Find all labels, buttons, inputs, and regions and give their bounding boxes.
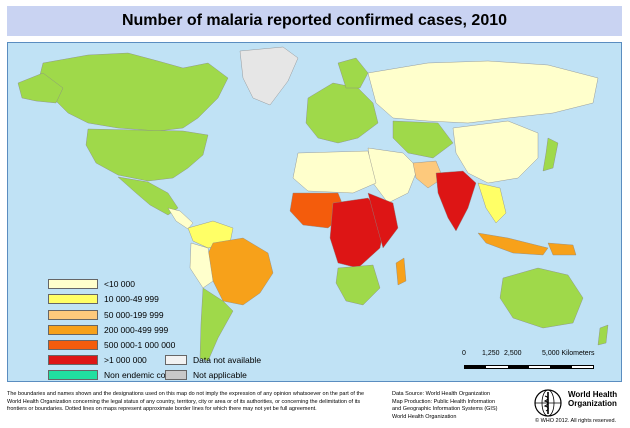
- scale-label: 1,250: [482, 350, 500, 357]
- map-europe: [305, 82, 379, 144]
- map-southern-cone: [199, 287, 234, 362]
- scale-label: 2,500: [504, 350, 522, 357]
- legend-label: <10 000: [104, 279, 135, 289]
- map-scandinavia: [337, 57, 369, 89]
- map-india: [435, 170, 477, 232]
- who-name-line: World Health: [568, 390, 618, 399]
- legend-swatch: [48, 325, 98, 335]
- legend-label: >1 000 000: [104, 355, 147, 365]
- legend-label: Not applicable: [193, 370, 247, 380]
- map-alaska: [17, 72, 64, 104]
- legend-item-200000-499999: 200 000-499 999: [48, 325, 168, 335]
- world-map-svg: [17, 46, 609, 362]
- legend-item-50000-199999: 50 000-199 999: [48, 310, 164, 320]
- map-greenland: [239, 46, 299, 106]
- map-china: [452, 120, 539, 184]
- map-title-bar: Number of malaria reported confirmed cas…: [7, 6, 622, 36]
- source-line: World Health Organization: [392, 413, 457, 420]
- map-canada: [37, 52, 229, 132]
- map-papua: [547, 242, 577, 256]
- map-peru-bolivia: [189, 242, 214, 289]
- legend-label: 50 000-199 999: [104, 310, 164, 320]
- map-russia: [367, 60, 599, 124]
- legend-item-data-not-available: Data not available: [165, 355, 261, 365]
- legend-item-non-endemic: Non endemic country: [48, 370, 184, 380]
- map-brazil: [205, 237, 274, 306]
- legend-swatch: [48, 370, 98, 380]
- scale-label: 0: [462, 350, 466, 357]
- legend-swatch: [165, 355, 187, 365]
- legend-swatch: [48, 279, 98, 289]
- world-map: [7, 42, 622, 382]
- map-east-africa: [367, 192, 399, 249]
- legend-swatch: [48, 310, 98, 320]
- legend-label: Non endemic country: [104, 370, 185, 380]
- source-line: and Geographic Information Systems (GIS): [392, 406, 498, 412]
- map-southeast-asia: [477, 182, 507, 224]
- map-north-africa: [292, 150, 377, 194]
- legend-item-500000-1000000: 500 000-1 000 000: [48, 340, 175, 350]
- map-central-asia: [392, 120, 454, 159]
- source-line: Data Source: World Health Organization: [392, 391, 491, 397]
- legend-swatch: [48, 294, 98, 304]
- legend-label: 10 000-49 999: [104, 294, 159, 304]
- map-southern-africa: [335, 264, 381, 306]
- copyright: © WHO 2012. All rights reserved.: [535, 418, 617, 424]
- legend-item-gt-1000000: >1 000 000: [48, 355, 147, 365]
- disclaimer-text: The boundaries and names shown and the d…: [7, 391, 365, 412]
- legend-label: Data not available: [193, 355, 262, 365]
- scale-bar: 0 1,250 2,500 5,000 Kilometers: [452, 350, 602, 380]
- source-line: Map Production: Public Health Informatio…: [392, 398, 496, 405]
- legend-label: 500 000-1 000 000: [104, 340, 176, 350]
- legend-label: 200 000-499 999: [104, 325, 169, 335]
- map-madagascar: [395, 257, 407, 286]
- map-australia: [499, 267, 584, 329]
- legend-swatch: [48, 355, 98, 365]
- map-new-zealand: [597, 324, 609, 346]
- legend-item-not-applicable: Not applicable: [165, 370, 247, 380]
- who-logo-icon: [534, 389, 562, 417]
- map-usa: [85, 128, 209, 182]
- legend-swatch: [165, 370, 187, 380]
- who-name: World Health Organization: [568, 390, 617, 408]
- map-afghanistan-pakistan: [412, 160, 444, 189]
- scale-label: 5,000 Kilometers: [542, 350, 595, 357]
- scale-bar-graphic: [464, 365, 594, 369]
- map-central-america: [167, 207, 194, 230]
- map-indonesia: [477, 232, 549, 256]
- data-source: Data Source: World Health Organization M…: [392, 391, 522, 421]
- map-middle-east: [367, 147, 419, 204]
- who-name-line: Organization: [568, 399, 617, 408]
- map-japan: [542, 137, 559, 172]
- legend-item-10000-49999: 10 000-49 999: [48, 294, 159, 304]
- legend-swatch: [48, 340, 98, 350]
- legend-item-lt-10000: <10 000: [48, 279, 135, 289]
- map-title: Number of malaria reported confirmed cas…: [121, 12, 508, 29]
